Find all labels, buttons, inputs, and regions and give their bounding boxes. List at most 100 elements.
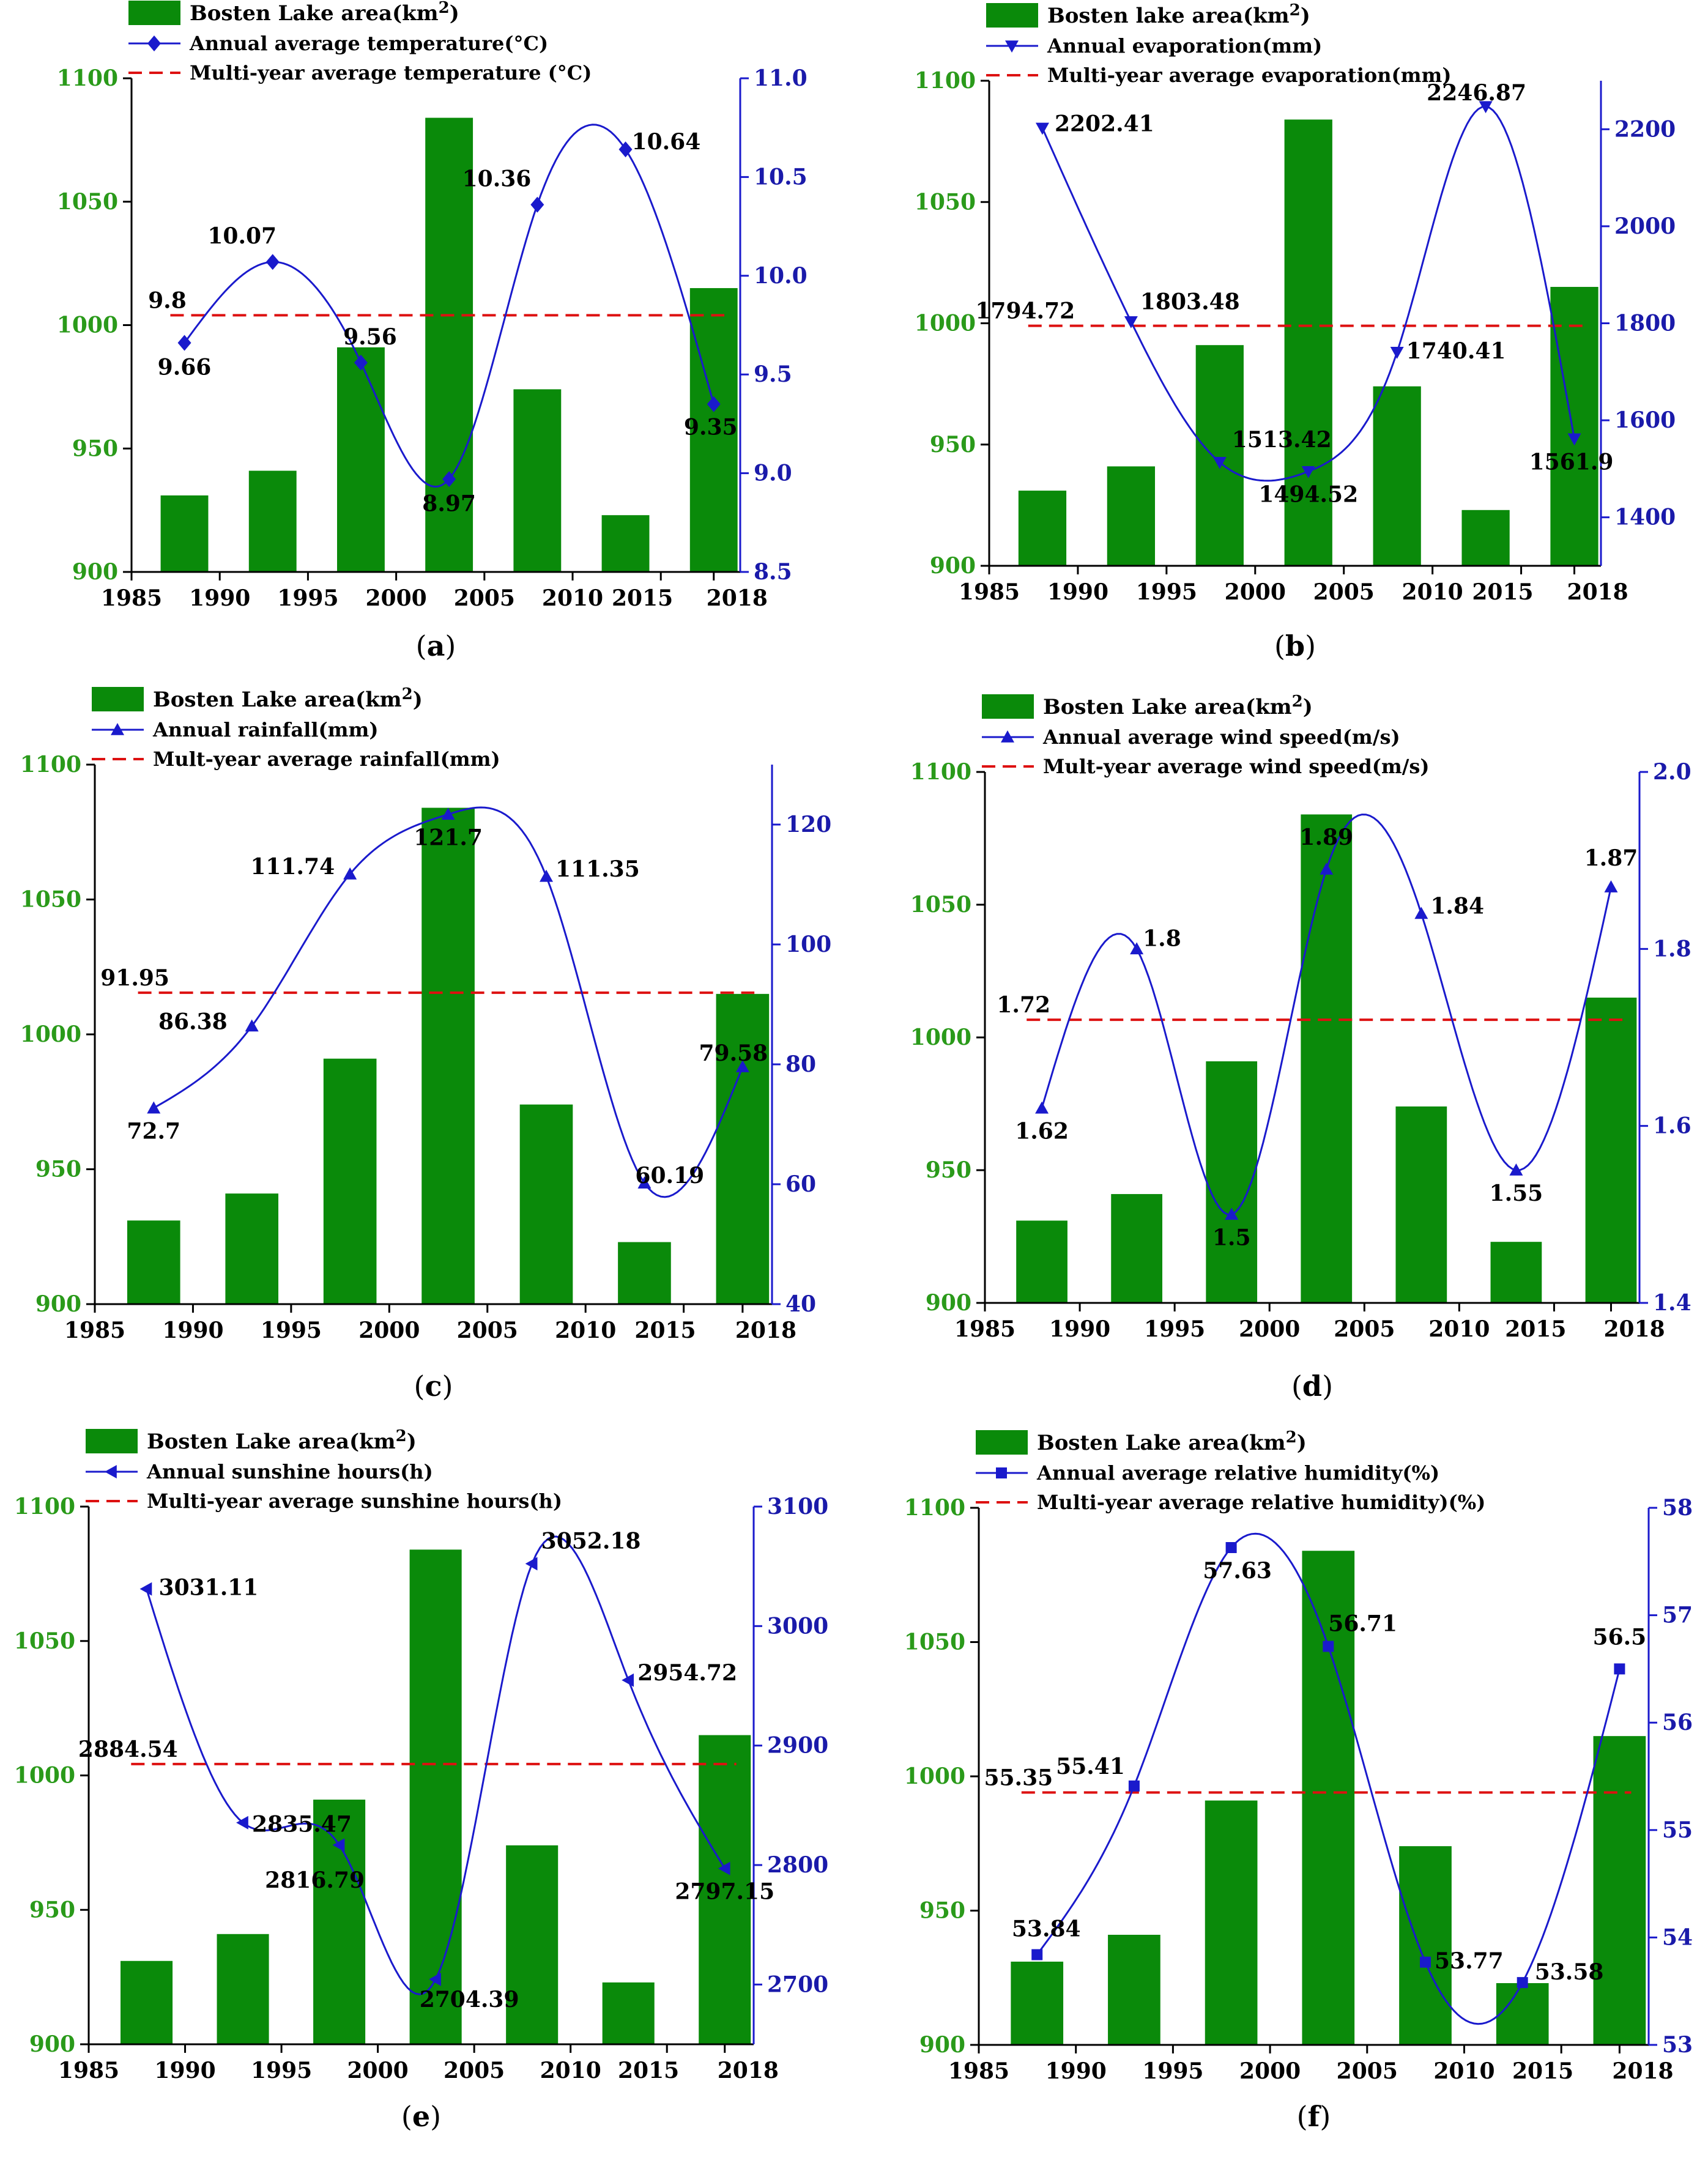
- line-marker: [1301, 465, 1315, 478]
- average-label: 91.95: [100, 965, 169, 991]
- bar: [1195, 345, 1244, 566]
- y-tick-label-right: 1.6: [1653, 1113, 1691, 1139]
- line-marker: [1031, 1949, 1043, 1960]
- x-tick-label: 1985: [948, 2058, 1009, 2084]
- line-marker: [147, 35, 161, 51]
- y-tick-label-right: 2200: [1614, 116, 1676, 142]
- x-tick-label: 2018: [718, 2058, 779, 2083]
- y-tick-label-left: 950: [72, 436, 118, 461]
- data-label: 2202.41: [1055, 111, 1154, 136]
- line-marker: [1035, 1101, 1049, 1114]
- x-tick-label: 2015: [1472, 579, 1533, 605]
- x-tick-label: 1995: [277, 585, 338, 611]
- x-tick-label: 2018: [707, 585, 768, 611]
- data-label: 9.56: [343, 324, 397, 350]
- y-tick-label-left: 1100: [915, 68, 976, 94]
- panel-caption: (c): [414, 1370, 453, 1403]
- x-tick-label: 1985: [101, 585, 162, 611]
- y-tick-label-left: 1000: [20, 1022, 81, 1047]
- y-tick-label-right: 10.0: [754, 263, 808, 289]
- data-label: 2954.72: [637, 1660, 737, 1686]
- data-label: 2797.15: [675, 1879, 774, 1905]
- line-marker: [265, 254, 280, 270]
- x-tick-label: 1995: [251, 2058, 312, 2083]
- legend-bar-swatch: [86, 1429, 138, 1453]
- line-marker: [245, 1019, 259, 1032]
- x-tick-label: 2018: [1612, 2058, 1673, 2084]
- data-label: 86.38: [158, 1009, 228, 1034]
- line-marker: [1420, 1956, 1431, 1968]
- x-tick-label: 2015: [612, 585, 673, 611]
- data-label: 1561.9: [1529, 449, 1614, 475]
- y-tick-label-left: 900: [72, 559, 118, 585]
- x-tick-label: 1990: [189, 585, 250, 611]
- bar: [1011, 1961, 1064, 2045]
- data-label: 1.5: [1212, 1225, 1251, 1250]
- data-label: 60.19: [635, 1163, 704, 1189]
- y-tick-label-left: 1000: [904, 1764, 965, 1789]
- line-marker: [1128, 1780, 1140, 1792]
- x-tick-label: 2005: [457, 1318, 518, 1343]
- line-marker: [618, 141, 633, 158]
- line-marker: [530, 196, 544, 213]
- x-tick-label: 2018: [735, 1318, 796, 1343]
- x-tick-label: 2015: [1512, 2058, 1573, 2084]
- bar: [618, 1242, 671, 1304]
- legend-line-label: Annual evaporation(mm): [1047, 34, 1322, 57]
- x-tick-label: 1995: [1144, 1316, 1205, 1342]
- y-tick-label-right: 54: [1662, 1924, 1693, 1950]
- bar: [1206, 1061, 1258, 1303]
- data-label: 53.77: [1435, 1948, 1504, 1974]
- bar: [160, 495, 209, 572]
- y-tick-label-left: 900: [926, 1290, 971, 1316]
- legend-dash-label: Multi-year average relative humidity)(%): [1037, 1491, 1485, 1514]
- y-tick-label-right: 80: [785, 1051, 816, 1077]
- panel-caption: (f): [1297, 2100, 1331, 2133]
- bar: [248, 470, 297, 572]
- data-label: 1803.48: [1140, 289, 1240, 315]
- line-marker: [236, 1816, 248, 1830]
- y-tick-label-right: 53: [1662, 2032, 1693, 2058]
- y-tick-label-right: 2700: [767, 1971, 828, 1997]
- line-marker: [1005, 40, 1019, 53]
- legend-bar-label: Bosten lake area(km2): [1047, 1, 1310, 28]
- y-tick-label-right: 60: [785, 1171, 816, 1197]
- legend-bar-label: Bosten Lake area(km2): [147, 1427, 417, 1454]
- line-marker: [1517, 1977, 1528, 1989]
- x-tick-label: 2000: [366, 585, 427, 611]
- y-tick-label-right: 1.4: [1653, 1290, 1691, 1316]
- y-tick-label-left: 1050: [915, 189, 976, 215]
- x-tick-label: 2015: [1505, 1316, 1566, 1342]
- data-label: 10.36: [462, 166, 532, 192]
- line-marker: [147, 1101, 161, 1114]
- x-tick-label: 2010: [1402, 579, 1463, 605]
- bar: [217, 1934, 269, 2044]
- x-tick-label: 2010: [1433, 2058, 1494, 2084]
- average-label: 2884.54: [78, 1737, 178, 1762]
- y-tick-label-left: 900: [919, 2032, 965, 2058]
- line-marker: [1035, 122, 1049, 135]
- y-tick-label-left: 900: [29, 2031, 75, 2057]
- x-tick-label: 2005: [1313, 579, 1375, 605]
- line-marker: [442, 471, 456, 488]
- bar: [689, 287, 738, 572]
- bar: [1107, 466, 1156, 566]
- bar: [1585, 997, 1637, 1303]
- data-label: 1.55: [1490, 1181, 1543, 1206]
- data-label: 2816.79: [265, 1867, 365, 1893]
- y-tick-label-right: 55: [1662, 1817, 1693, 1843]
- data-label: 53.84: [1012, 1916, 1081, 1942]
- line-marker: [105, 1465, 117, 1478]
- x-tick-label: 2000: [358, 1318, 420, 1343]
- y-tick-label-left: 1050: [57, 189, 118, 215]
- y-tick-label-right: 3100: [767, 1494, 828, 1519]
- x-tick-label: 2005: [444, 2058, 505, 2083]
- chart-panel-6: 900 950 1000 1050 1100 53 54 55 56 57 58 1985 1990 19…: [904, 1428, 1693, 2133]
- x-tick-label: 1985: [64, 1318, 125, 1343]
- y-tick-label-right: 1400: [1614, 505, 1676, 530]
- data-label: 3052.18: [541, 1528, 641, 1554]
- data-label: 56.5: [1593, 1624, 1647, 1650]
- bar: [336, 347, 385, 572]
- data-label: 56.71: [1328, 1611, 1397, 1637]
- data-label: 8.97: [422, 491, 476, 516]
